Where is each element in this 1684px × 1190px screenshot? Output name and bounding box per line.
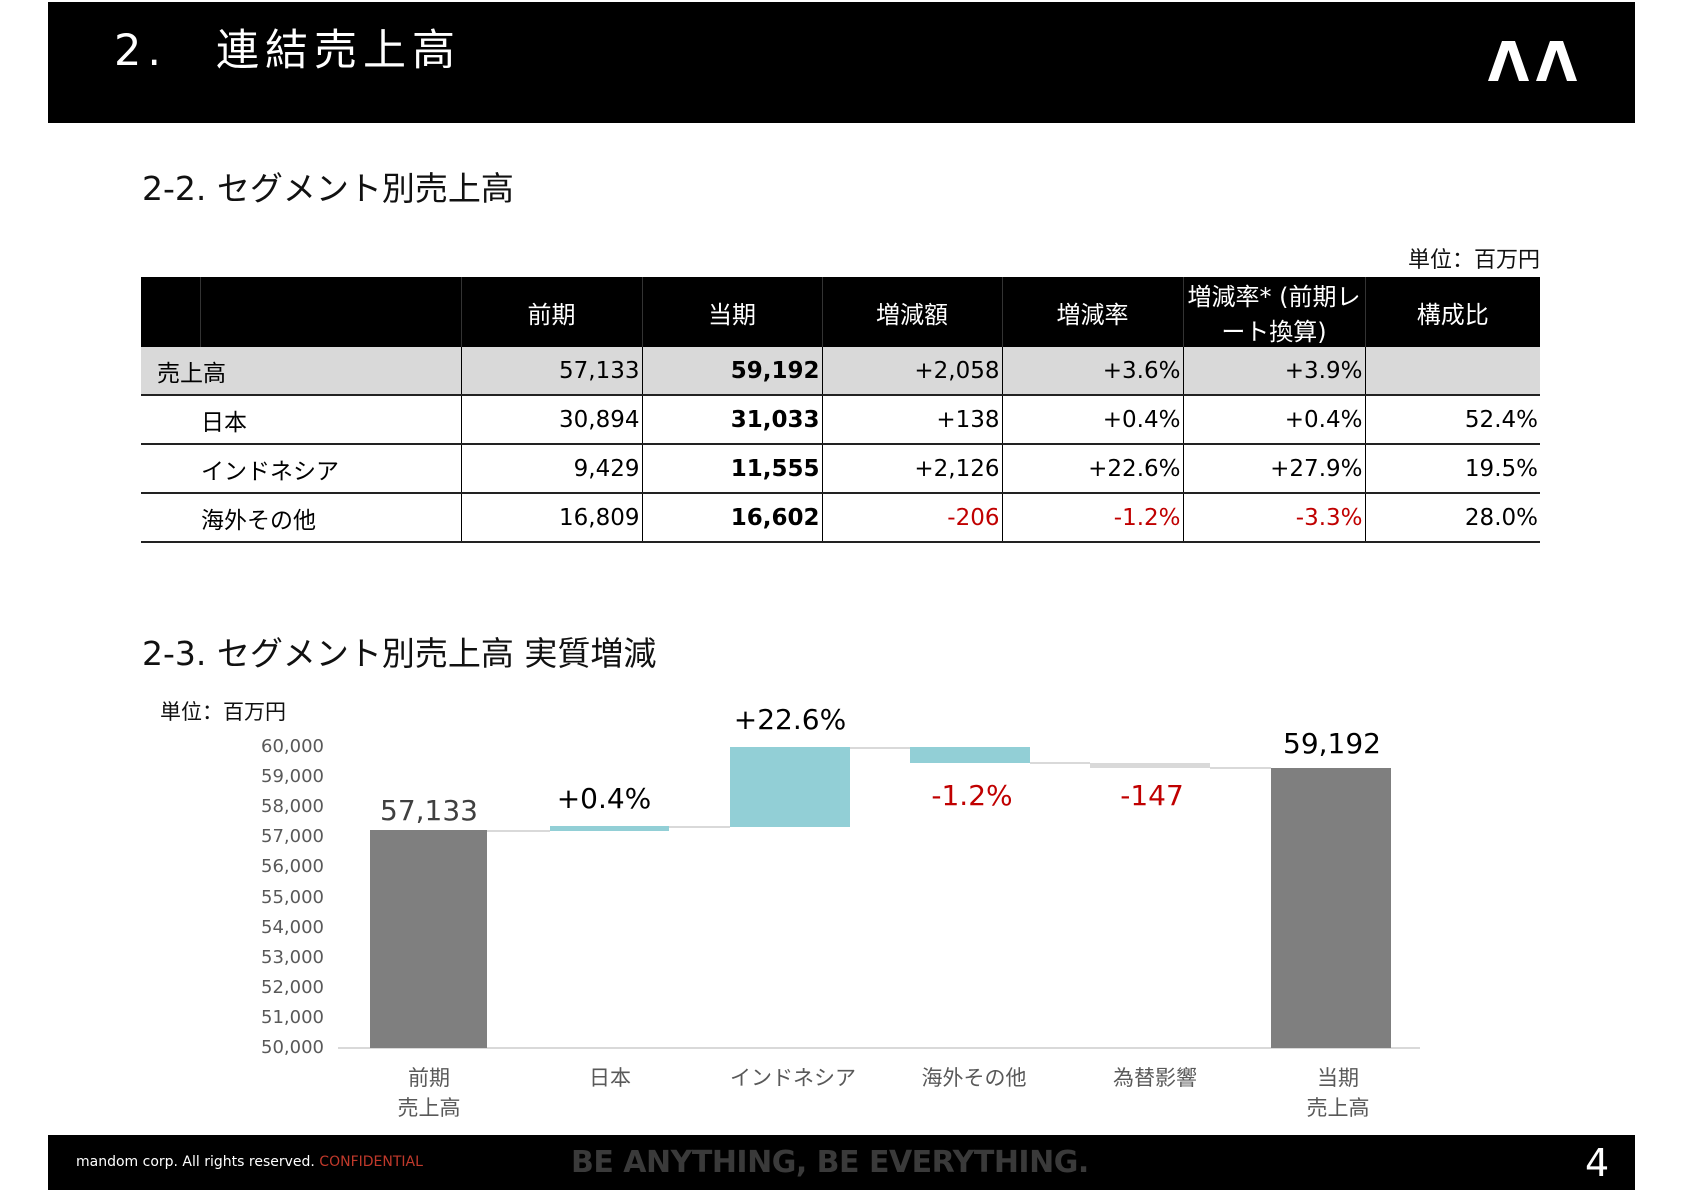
cell-rate: +0.4% — [1001, 395, 1183, 445]
header-rate: 増減率 — [1001, 277, 1183, 347]
connector-line — [1030, 762, 1090, 764]
category-line: 売上高 — [397, 1096, 461, 1120]
copyright-text: mandom corp. All rights reserved. — [76, 1154, 315, 1170]
bar-prev-sales — [370, 830, 487, 1048]
page-number: 4 — [1585, 1141, 1610, 1185]
data-label-japan: +0.4% — [556, 782, 652, 815]
header-rate-fx: 増減率* (前期レート換算) — [1182, 277, 1365, 347]
cell-rate: +22.6% — [1001, 444, 1183, 494]
cell-diff: +138 — [821, 395, 1002, 445]
table-row: 日本 30,894 31,033 +138 +0.4% +0.4% 52.4% — [141, 395, 1540, 445]
section-title-segment-sales: 2-2. セグメント別売上高 — [142, 169, 514, 208]
row-label: インドネシア — [141, 444, 461, 494]
y-tick: 56,000 — [261, 856, 324, 877]
table-row-total: 売上高 57,133 59,192 +2,058 +3.6% +3.9% — [141, 347, 1540, 396]
data-label-curr-sales: 59,192 — [1283, 727, 1381, 760]
cell-curr: 59,192 — [641, 347, 822, 396]
category-label-curr-sales: 当期 売上高 — [1258, 1063, 1418, 1123]
data-label-prev-sales: 57,133 — [380, 794, 478, 827]
header-prev: 前期 — [460, 277, 642, 347]
table-row: インドネシア 9,429 11,555 +2,126 +22.6% +27.9%… — [141, 444, 1540, 494]
data-label-overseas-other: -1.2% — [931, 779, 1013, 812]
bar-indonesia — [730, 747, 850, 827]
table-header-row: 前期 当期 増減額 増減率 増減率* (前期レート換算) 構成比 — [141, 277, 1540, 347]
category-line: 前期 — [408, 1066, 450, 1090]
x-axis-line — [338, 1047, 1420, 1049]
bar-fx-impact — [1090, 763, 1210, 768]
slide-header: 2. 連結売上高 — [48, 2, 1635, 123]
y-tick: 60,000 — [261, 736, 324, 757]
cell-prev: 30,894 — [460, 395, 642, 445]
row-label: 日本 — [141, 395, 461, 445]
brand-tagline: BE ANYTHING, BE EVERYTHING. — [571, 1145, 1089, 1180]
y-tick: 51,000 — [261, 1007, 324, 1028]
category-line: 売上高 — [1306, 1096, 1370, 1120]
header-diff: 増減額 — [821, 277, 1002, 347]
category-label-prev-sales: 前期 売上高 — [349, 1063, 509, 1123]
bar-japan — [550, 826, 669, 831]
cell-share: 19.5% — [1364, 444, 1540, 494]
slide-footer: mandom corp. All rights reserved. CONFID… — [48, 1135, 1635, 1190]
cell-rate-fx: +0.4% — [1182, 395, 1365, 445]
cell-curr: 16,602 — [641, 493, 822, 543]
cell-diff: -206 — [821, 493, 1002, 543]
y-tick: 50,000 — [261, 1037, 324, 1058]
cell-rate-fx: +3.9% — [1182, 347, 1365, 396]
y-tick: 59,000 — [261, 766, 324, 787]
confidential-label: CONFIDENTIAL — [319, 1154, 423, 1170]
cell-prev: 9,429 — [460, 444, 642, 494]
y-tick: 52,000 — [261, 977, 324, 998]
bar-curr-sales — [1271, 768, 1391, 1048]
header-curr: 当期 — [641, 277, 822, 347]
table-unit-label: 単位：百万円 — [1407, 248, 1540, 273]
cell-share — [1364, 347, 1540, 396]
connector-line — [850, 747, 910, 749]
cell-diff: +2,058 — [821, 347, 1002, 396]
category-line: 当期 — [1317, 1066, 1359, 1090]
category-label-indonesia: インドネシア — [730, 1066, 856, 1090]
cell-curr: 11,555 — [641, 444, 822, 494]
y-tick: 54,000 — [261, 917, 324, 938]
y-tick: 55,000 — [261, 887, 324, 908]
y-tick: 58,000 — [261, 796, 324, 817]
data-label-indonesia: +22.6% — [733, 703, 847, 736]
section-title-real-change: 2-3. セグメント別売上高 実質増減 — [142, 634, 657, 673]
header-label-col — [141, 277, 461, 347]
header-rate-fx-sub: (前期レート換算) — [1221, 283, 1361, 346]
segment-sales-table: 前期 当期 増減額 増減率 増減率* (前期レート換算) 構成比 売上高 57,… — [141, 277, 1540, 543]
cell-rate-fx: -3.3% — [1182, 493, 1365, 543]
cell-rate: -1.2% — [1001, 493, 1183, 543]
header-share: 構成比 — [1364, 277, 1540, 347]
slide-title: 2. 連結売上高 — [114, 26, 462, 76]
header-rate-fx-main: 増減率* — [1187, 283, 1272, 311]
table-row: 海外その他 16,809 16,602 -206 -1.2% -3.3% 28.… — [141, 493, 1540, 543]
data-label-fx-impact: -147 — [1120, 779, 1184, 812]
cell-diff: +2,126 — [821, 444, 1002, 494]
y-tick: 53,000 — [261, 947, 324, 968]
chart-unit-label: 単位：百万円 — [160, 700, 286, 724]
cell-prev: 16,809 — [460, 493, 642, 543]
y-tick: 57,000 — [261, 826, 324, 847]
cell-share: 52.4% — [1364, 395, 1540, 445]
cell-share: 28.0% — [1364, 493, 1540, 543]
cell-curr: 31,033 — [641, 395, 822, 445]
row-label: 海外その他 — [141, 493, 461, 543]
connector-line — [487, 830, 550, 832]
connector-line — [669, 826, 730, 828]
category-label-overseas-other: 海外その他 — [921, 1066, 1027, 1090]
category-label-japan: 日本 — [589, 1066, 631, 1090]
mandom-logo-icon — [1488, 41, 1577, 81]
cell-rate-fx: +27.9% — [1182, 444, 1365, 494]
row-label: 売上高 — [141, 347, 461, 396]
connector-line — [1210, 767, 1271, 769]
copyright-notice: mandom corp. All rights reserved. CONFID… — [76, 1154, 423, 1170]
cell-rate: +3.6% — [1001, 347, 1183, 396]
bar-overseas-other — [910, 747, 1030, 763]
category-label-fx-impact: 為替影響 — [1113, 1066, 1197, 1090]
cell-prev: 57,133 — [460, 347, 642, 396]
